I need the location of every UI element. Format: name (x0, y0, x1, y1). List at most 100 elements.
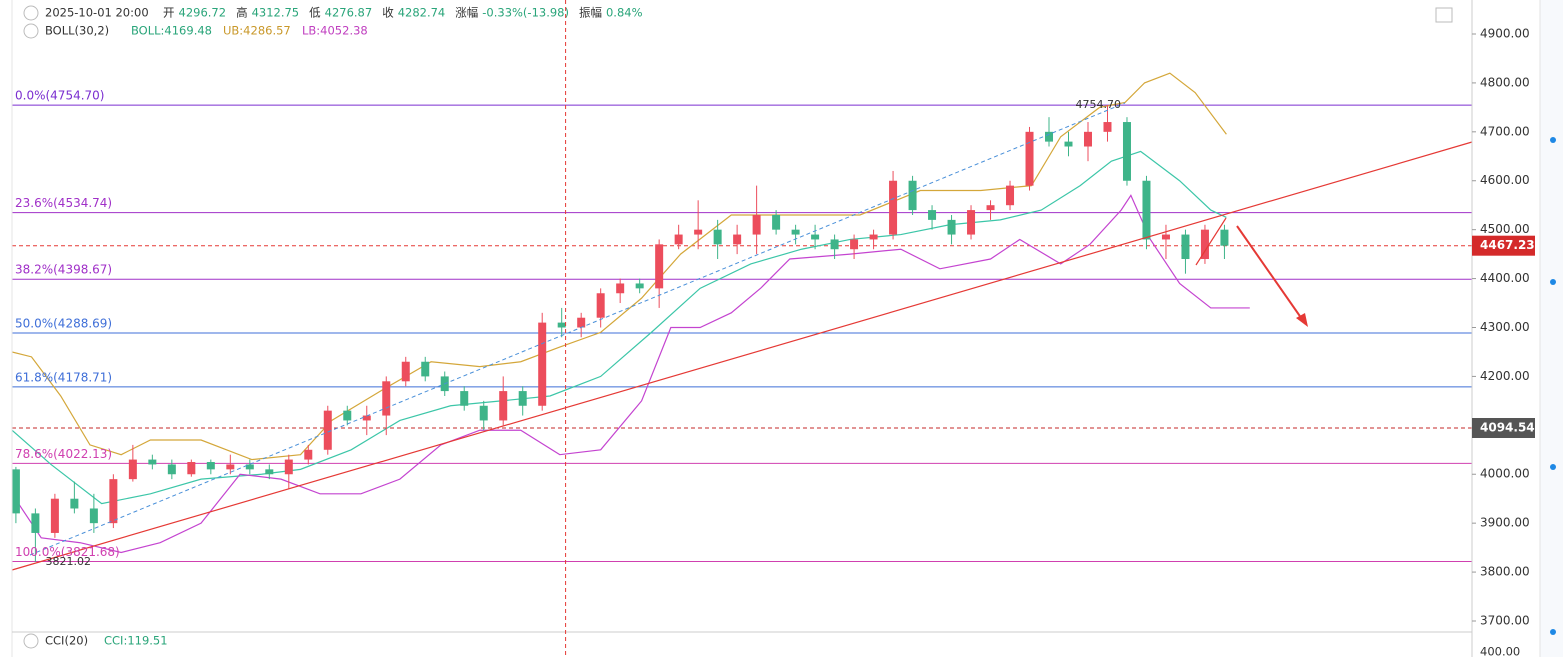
candle-body (382, 381, 391, 416)
candle-body (1064, 141, 1073, 147)
candle-body (1083, 131, 1092, 147)
candle-body (148, 459, 157, 465)
candle-body (187, 462, 196, 475)
side-dot[interactable] (1550, 279, 1556, 285)
candle-body (362, 415, 371, 421)
collapse-button[interactable] (23, 633, 39, 649)
y-tick-label: 4600.00 (1480, 173, 1530, 187)
candle-body (226, 464, 235, 470)
indicator-value: BOLL:4169.48 (131, 24, 212, 38)
candle-body (89, 508, 98, 524)
trend-line (11, 141, 1473, 571)
cci-axis-label: 400.00 (1480, 645, 1520, 657)
field-value: -0.33%(-13.98) (482, 6, 569, 20)
fullscreen-button[interactable] (1435, 7, 1453, 23)
y-tick-label: 4200.00 (1480, 369, 1530, 383)
y-tick-label: 3900.00 (1480, 516, 1530, 530)
candle-body (12, 469, 20, 514)
field-label: 低 (309, 6, 321, 20)
cci-value: CCI:119.51 (104, 634, 168, 648)
price-tag-label: 4467.23 (1480, 238, 1535, 252)
candle-body (343, 410, 352, 421)
drawings (11, 102, 1473, 571)
y-tick-label: 4900.00 (1480, 26, 1530, 40)
candle-body (967, 210, 976, 235)
datetime: 2025-10-01 20:00 (45, 6, 149, 20)
y-tick-label: 3700.00 (1480, 613, 1530, 627)
fib-label: 100.0%(3821.68) (15, 545, 120, 559)
plot-area (12, 72, 1472, 562)
field-label: 高 (236, 6, 248, 20)
candle-body (284, 459, 293, 475)
candle-body (1025, 131, 1034, 186)
fib-label: 78.6%(4022.13) (15, 447, 112, 461)
field-value: 4276.87 (325, 6, 373, 20)
indicator-value: LB:4052.38 (302, 24, 368, 38)
y-tick-label: 3800.00 (1480, 565, 1530, 579)
candle-body (499, 391, 508, 421)
fib-label: 23.6%(4534.74) (15, 196, 112, 210)
candle-body (1103, 122, 1112, 132)
y-tick-label: 4800.00 (1480, 75, 1530, 89)
field-value: 4282.74 (398, 6, 446, 20)
collapse-button[interactable] (23, 5, 39, 21)
candle-body (908, 180, 917, 211)
boll-line (12, 150, 1227, 505)
candle-body (616, 283, 625, 294)
candle-body (421, 361, 430, 377)
fib-label: 61.8%(4178.71) (15, 370, 112, 384)
side-dot[interactable] (1550, 137, 1556, 143)
side-dot[interactable] (1550, 629, 1556, 635)
field-label: 涨幅 (455, 6, 478, 20)
candle-body (752, 214, 761, 235)
candle-body (986, 205, 995, 211)
candle-body (265, 469, 274, 475)
candle-body (811, 234, 820, 240)
candle-body (1122, 122, 1131, 181)
candle-body (577, 317, 586, 328)
candle-body (206, 462, 215, 470)
y-tick-label: 4700.00 (1480, 124, 1530, 138)
collapse-button[interactable] (23, 23, 39, 39)
side-dot[interactable] (1550, 464, 1556, 470)
candle-body (245, 464, 254, 470)
candle-body (947, 219, 956, 235)
candle-body (538, 322, 547, 406)
annotation: 3821.02 (45, 555, 91, 568)
arrow (1236, 225, 1305, 323)
candle-body (1142, 180, 1151, 240)
candle-body (596, 293, 605, 318)
y-tick-label: 4400.00 (1480, 271, 1530, 285)
fib-label: 0.0%(4754.70) (15, 89, 104, 103)
side-strip (1540, 0, 1563, 657)
candle-body (635, 283, 644, 289)
candle-body (889, 180, 898, 235)
fib-label: 38.2%(4398.67) (15, 263, 112, 277)
trend-line-dashed (29, 102, 1126, 556)
candle-body (1006, 185, 1015, 206)
candle-body (167, 464, 176, 475)
candle-body (304, 449, 313, 460)
candle-body (655, 244, 664, 289)
candle-body (1161, 234, 1170, 240)
candle-body (1045, 131, 1054, 142)
trend-line (1195, 217, 1227, 266)
indicator-value: UB:4286.57 (223, 24, 291, 38)
candle-body (1220, 229, 1229, 246)
field-value: 4312.75 (252, 6, 300, 20)
fib-label: 50.0%(4288.69) (15, 317, 112, 331)
candle-body (1200, 229, 1209, 260)
candle-body (791, 229, 800, 235)
candle-body (109, 479, 118, 524)
field-label: 振幅 (579, 6, 602, 20)
arrow-head (1296, 313, 1308, 327)
cci-title: CCI(20) (45, 634, 88, 648)
field-label: 开 (163, 6, 175, 20)
field-value: 0.84% (606, 6, 643, 20)
candle-body (401, 361, 410, 382)
candle-body (713, 229, 722, 245)
candle-body (323, 410, 332, 450)
candle-body (772, 214, 781, 230)
candle-body (128, 459, 137, 480)
